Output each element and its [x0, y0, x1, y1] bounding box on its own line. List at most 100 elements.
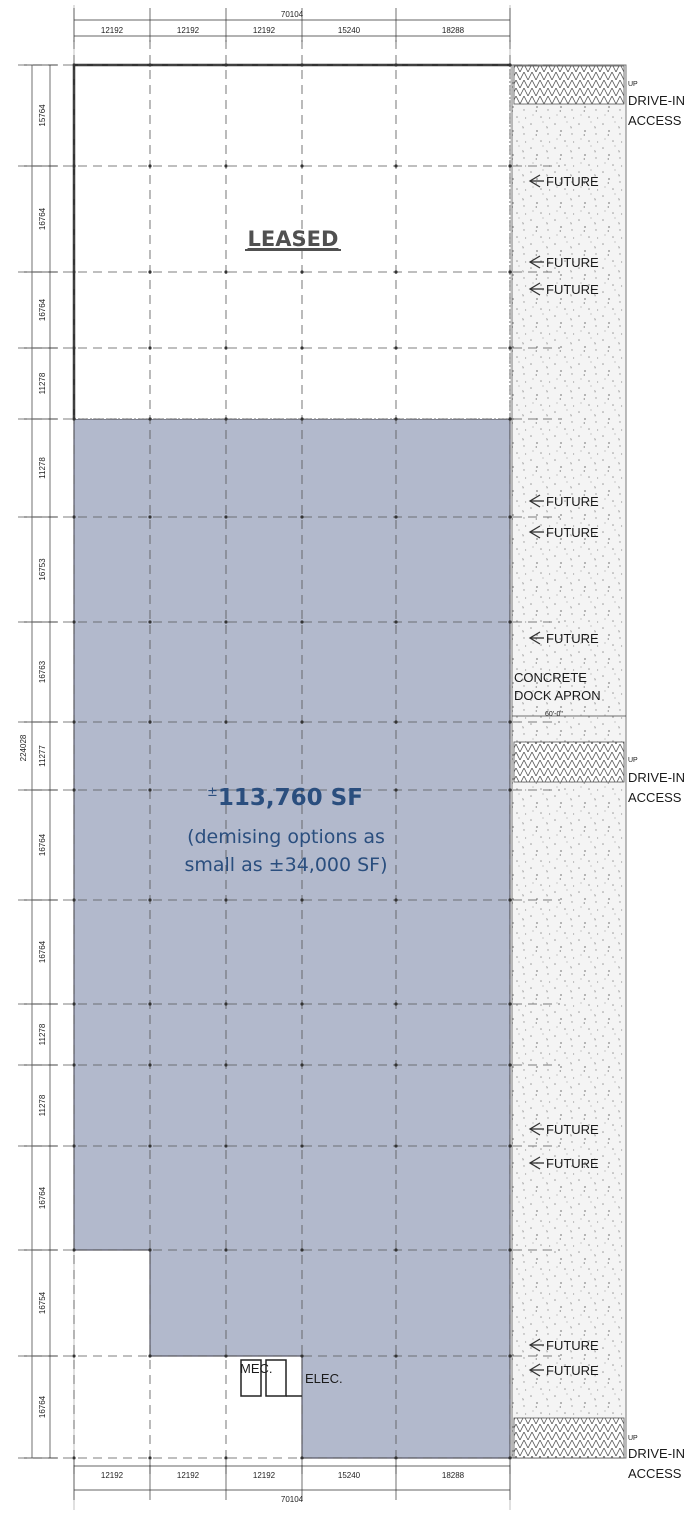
grid-node	[72, 164, 75, 167]
grid-node	[224, 63, 227, 66]
grid-node	[300, 417, 303, 420]
top-total-dim: 70104	[281, 10, 304, 19]
grid-node	[148, 515, 151, 518]
grid-node	[148, 620, 151, 623]
left-bay-dim-13: 16754	[38, 1291, 47, 1314]
grid-node	[508, 63, 511, 66]
future-label: FUTURE	[546, 1156, 599, 1171]
grid-node	[224, 1456, 227, 1459]
grid-node	[72, 620, 75, 623]
grid-node	[148, 720, 151, 723]
future-label: FUTURE	[546, 1363, 599, 1378]
grid-node	[72, 63, 75, 66]
left-bay-dim-1: 16764	[38, 207, 47, 230]
grid-node	[508, 1063, 511, 1066]
drive-in-3-up: UP	[628, 1435, 638, 1442]
grid-node	[508, 898, 511, 901]
area-plus-minus: ±	[207, 785, 218, 800]
grid-node	[224, 164, 227, 167]
grid-node	[72, 1063, 75, 1066]
grid-node	[148, 788, 151, 791]
grid-node	[224, 346, 227, 349]
top-bay-dim-4: 18288	[442, 26, 465, 35]
grid-node	[508, 1144, 511, 1147]
grid-node	[508, 1248, 511, 1251]
future-label: FUTURE	[546, 1338, 599, 1353]
grid-node	[394, 515, 397, 518]
grid-node	[394, 620, 397, 623]
future-label: FUTURE	[546, 631, 599, 646]
left-total-dim: 224028	[19, 734, 28, 761]
grid-node	[300, 515, 303, 518]
grid-node	[224, 270, 227, 273]
grid-node	[148, 1354, 151, 1357]
grid-node	[394, 417, 397, 420]
left-bay-dim-4: 11278	[38, 457, 47, 479]
left-bay-dim-10: 11278	[38, 1023, 47, 1045]
grid-node	[508, 620, 511, 623]
drive-in-1-up: UP	[628, 81, 638, 88]
grid-node	[394, 898, 397, 901]
top-bay-dim-3: 15240	[338, 26, 361, 35]
grid-node	[300, 1063, 303, 1066]
grid-node	[300, 63, 303, 66]
grid-node	[394, 63, 397, 66]
grid-node	[394, 1063, 397, 1066]
leased-label: LEASED	[248, 227, 339, 251]
left-bay-dim-12: 16764	[38, 1186, 47, 1209]
drive-in-ramp-3: UP DRIVE-IN ACCESS	[514, 1418, 685, 1481]
left-bay-dim-14: 16764	[38, 1395, 47, 1418]
grid-node	[300, 1248, 303, 1251]
drive-in-2-label-2: ACCESS	[628, 790, 682, 805]
drive-in-3-label-2: ACCESS	[628, 1466, 682, 1481]
grid-node	[300, 164, 303, 167]
future-label: FUTURE	[546, 174, 599, 189]
grid-node	[394, 270, 397, 273]
grid-node	[72, 417, 75, 420]
grid-node	[72, 1002, 75, 1005]
grid-node	[300, 620, 303, 623]
grid-node	[72, 1248, 75, 1251]
grid-node	[300, 898, 303, 901]
grid-node	[224, 720, 227, 723]
grid-node	[394, 1002, 397, 1005]
grid-node	[72, 720, 75, 723]
apron-dimension: 60'-0"	[545, 711, 563, 718]
grid-node	[72, 788, 75, 791]
grid-node	[394, 164, 397, 167]
area-value: 113,760 SF	[218, 785, 363, 811]
grid-node	[300, 720, 303, 723]
concrete-label: CONCRETE	[514, 670, 587, 685]
grid-node	[148, 1248, 151, 1251]
grid-node	[508, 164, 511, 167]
left-bay-dim-11: 11278	[38, 1094, 47, 1116]
bottom-bay-dim-1: 12192	[177, 1471, 200, 1480]
top-bay-dim-1: 12192	[177, 26, 200, 35]
grid-node	[394, 1144, 397, 1147]
left-bay-dim-3: 11278	[38, 372, 47, 394]
grid-node	[72, 1456, 75, 1459]
grid-node	[72, 346, 75, 349]
grid-node	[148, 346, 151, 349]
grid-node	[224, 1248, 227, 1251]
grid-node	[394, 346, 397, 349]
grid-node	[508, 788, 511, 791]
grid-node	[394, 1456, 397, 1459]
left-bay-dim-8: 16764	[38, 833, 47, 856]
grid-node	[72, 270, 75, 273]
dock-apron-label: DOCK APRON	[514, 688, 601, 703]
bottom-bay-dim-4: 18288	[442, 1471, 465, 1480]
grid-node	[148, 898, 151, 901]
grid-node	[394, 1354, 397, 1357]
grid-node	[224, 417, 227, 420]
drive-in-2-label-1: DRIVE-IN	[628, 770, 685, 785]
grid-node	[300, 1144, 303, 1147]
grid-node	[508, 720, 511, 723]
drive-in-2-up: UP	[628, 757, 638, 764]
grid-node	[72, 515, 75, 518]
future-label: FUTURE	[546, 255, 599, 270]
grid-node	[224, 898, 227, 901]
grid-node	[508, 1456, 511, 1459]
